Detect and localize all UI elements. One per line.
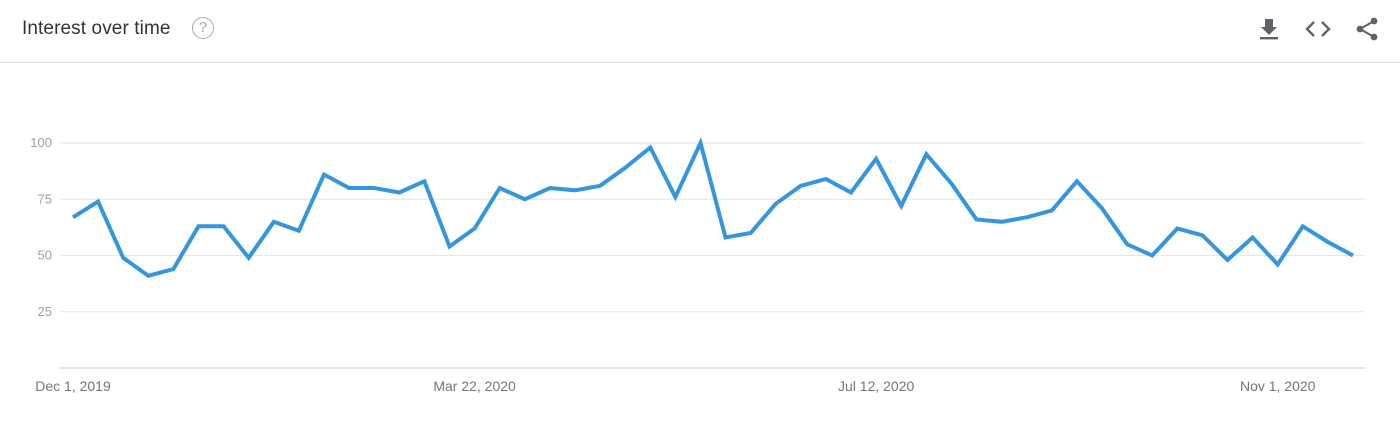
download-icon[interactable] bbox=[1256, 16, 1282, 42]
x-tick-label-2: Jul 12, 2020 bbox=[838, 378, 914, 394]
data-point bbox=[271, 219, 277, 225]
x-tick-label-0: Dec 1, 2019 bbox=[35, 378, 111, 394]
data-point bbox=[371, 185, 377, 191]
data-point bbox=[798, 183, 804, 189]
data-point bbox=[1049, 208, 1055, 214]
data-point bbox=[1250, 235, 1256, 241]
data-point bbox=[622, 165, 628, 171]
data-point bbox=[848, 190, 854, 196]
y-tick-label-25: 25 bbox=[38, 304, 52, 319]
data-point bbox=[170, 266, 176, 272]
data-point bbox=[346, 185, 352, 191]
data-point bbox=[497, 185, 503, 191]
data-point bbox=[1300, 223, 1306, 229]
data-point bbox=[120, 255, 126, 261]
interest-line-chart: 25 50 75 100 Dec 1, 2019 Mar 22, 2020 Jul 12, … bbox=[30, 135, 1365, 394]
data-point bbox=[195, 223, 201, 229]
data-point bbox=[647, 145, 653, 151]
data-point bbox=[697, 140, 703, 146]
data-point bbox=[999, 219, 1005, 225]
data-point bbox=[1275, 262, 1281, 268]
data-point bbox=[321, 172, 327, 178]
data-point bbox=[723, 235, 729, 241]
data-point bbox=[547, 185, 553, 191]
data-point bbox=[1074, 178, 1080, 184]
data-point bbox=[1124, 241, 1130, 247]
data-point bbox=[1024, 214, 1030, 220]
data-point bbox=[1174, 226, 1180, 232]
embed-code-icon[interactable] bbox=[1304, 16, 1331, 42]
data-point bbox=[396, 190, 402, 196]
share-icon[interactable] bbox=[1354, 16, 1380, 42]
chart-header: Interest over time ? bbox=[0, 0, 1400, 63]
data-point bbox=[898, 203, 904, 209]
y-tick-label-100: 100 bbox=[30, 135, 52, 150]
data-point bbox=[1325, 239, 1331, 245]
data-point bbox=[823, 176, 829, 182]
data-point bbox=[246, 255, 252, 261]
series-line-0 bbox=[71, 137, 1354, 278]
data-point bbox=[95, 199, 101, 205]
data-point bbox=[221, 223, 227, 229]
data-point bbox=[145, 273, 151, 279]
data-point bbox=[1350, 253, 1356, 259]
data-point bbox=[572, 187, 578, 193]
data-point bbox=[597, 183, 603, 189]
data-point bbox=[522, 196, 528, 202]
y-tick-label-75: 75 bbox=[38, 191, 52, 206]
data-point bbox=[421, 178, 427, 184]
data-point bbox=[773, 201, 779, 207]
y-tick-label-50: 50 bbox=[38, 248, 52, 263]
x-tick-label-1: Mar 22, 2020 bbox=[433, 378, 516, 394]
data-point bbox=[923, 151, 929, 157]
data-point bbox=[948, 181, 954, 187]
data-point bbox=[672, 194, 678, 200]
data-point bbox=[446, 244, 452, 250]
data-point bbox=[974, 217, 980, 223]
help-icon[interactable]: ? bbox=[192, 17, 214, 39]
data-point bbox=[472, 226, 478, 232]
data-point bbox=[1225, 257, 1231, 263]
data-point bbox=[1199, 232, 1205, 238]
data-point bbox=[1099, 205, 1105, 211]
chart-title: Interest over time bbox=[22, 18, 171, 39]
data-point bbox=[748, 230, 754, 236]
data-point bbox=[70, 214, 76, 220]
x-tick-label-3: Nov 1, 2020 bbox=[1240, 378, 1316, 394]
data-point bbox=[873, 156, 879, 162]
data-point bbox=[296, 228, 302, 234]
data-point bbox=[1149, 253, 1155, 259]
